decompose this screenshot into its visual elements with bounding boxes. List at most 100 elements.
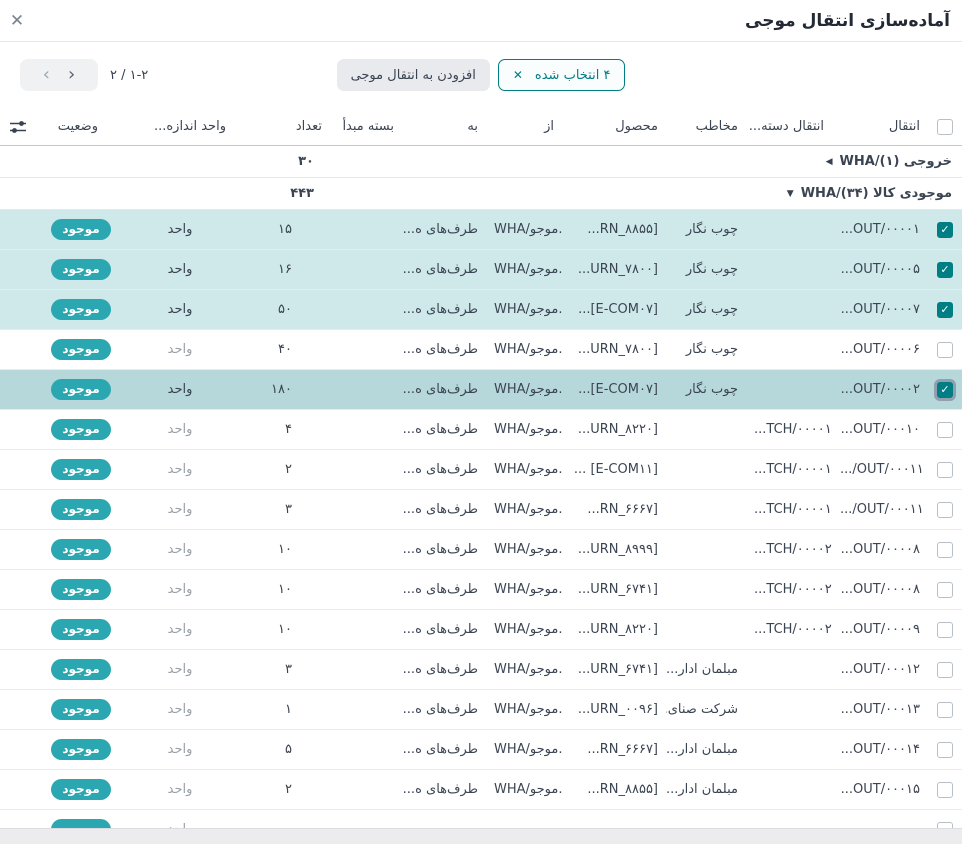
cell-product: ...RN_۸۸۵۵] bbox=[587, 781, 658, 797]
table-row[interactable]: ...OUT/۰۰۰۰۶ چوب نگار ...URN_۷۸۰۰] WHA/م… bbox=[0, 330, 962, 370]
cell-from-location: WHA/موجو... bbox=[494, 701, 562, 717]
row-checkbox[interactable] bbox=[937, 341, 953, 358]
column-header-transfer[interactable]: انتقال bbox=[888, 118, 920, 134]
pager: ‹ › ۲ / ۱-۲ bbox=[20, 59, 148, 91]
cell-from-location: WHA/موجو... bbox=[494, 421, 562, 437]
row-checkbox[interactable]: ✓ bbox=[937, 221, 953, 238]
column-header-status[interactable]: وضعیت bbox=[57, 118, 98, 134]
column-header-package[interactable]: بسته مبدأ bbox=[342, 118, 394, 134]
cell-status: موجود bbox=[36, 290, 126, 329]
cell-quantity: ۱۸۰ bbox=[271, 381, 292, 397]
row-select-cell bbox=[928, 770, 962, 809]
row-select-cell bbox=[928, 810, 962, 828]
group-label: WHA/موجودی کالا (۳۴) ▼ bbox=[330, 186, 962, 201]
table-row[interactable]: ...OUT/۰۰۰۱۵ مبلمان ادار... ...RN_۸۸۵۵] … bbox=[0, 770, 962, 810]
cell-transfer: .../OUT/۰۰۰۱۱ bbox=[840, 501, 924, 517]
row-checkbox[interactable] bbox=[937, 621, 953, 638]
table-row[interactable]: .../OUT/۰۰۰۱۱ ...TCH/۰۰۰۰۱ ... [E-COM۱۱]… bbox=[0, 450, 962, 490]
row-checkbox[interactable]: ✓ bbox=[937, 381, 953, 398]
cell-batch-transfer: ...TCH/۰۰۰۰۱ bbox=[754, 501, 832, 517]
row-checkbox[interactable] bbox=[937, 821, 953, 828]
cell-contact: چوب نگار bbox=[685, 261, 738, 277]
cell-status: موجود bbox=[36, 650, 126, 689]
row-checkbox[interactable] bbox=[937, 741, 953, 758]
table-row[interactable]: ...OUT/۰۰۰۰۸ ...TCH/۰۰۰۰۲ ...URN_۶۷۴۱] W… bbox=[0, 570, 962, 610]
group-caret-icon[interactable]: ▼ bbox=[786, 188, 794, 199]
group-row[interactable]: WHA/موجودی کالا (۳۴) ▼ ۴۴۳ bbox=[0, 178, 962, 210]
cell-to-location: طرف‌های ه... bbox=[402, 581, 478, 597]
cell-product: ...URN_۸۲۲۰] bbox=[577, 621, 658, 637]
cell-transfer: ...OUT/۰۰۰۰۹ bbox=[840, 621, 920, 637]
table-row[interactable]: ✓ ...OUT/۰۰۰۰۵ چوب نگار ...URN_۷۸۰۰] WHA… bbox=[0, 250, 962, 290]
row-checkbox[interactable]: ✓ bbox=[937, 261, 953, 278]
clear-selection-icon[interactable]: ✕ bbox=[512, 68, 523, 82]
cell-status: موجود bbox=[36, 570, 126, 609]
table-body: WHA/خروجی (۱) ◀ ۳۰ WHA/موجودی کالا (۳۴) … bbox=[0, 146, 962, 828]
select-all-checkbox[interactable] bbox=[928, 118, 962, 135]
column-header-to[interactable]: به bbox=[467, 118, 478, 134]
cell-product: ...[E-COM۰۷] bbox=[578, 381, 658, 397]
cell-quantity: ۱۰ bbox=[278, 581, 292, 597]
row-select-cell bbox=[928, 530, 962, 569]
cell-quantity: ۴ bbox=[285, 421, 292, 437]
adjust-columns-icon[interactable] bbox=[0, 118, 36, 136]
group-caret-icon[interactable]: ◀ bbox=[825, 156, 833, 167]
pager-box: ‹ › bbox=[20, 59, 98, 91]
pager-range: ۲ / ۱-۲ bbox=[110, 67, 149, 83]
table-row[interactable]: ✓ ...OUT/۰۰۰۰۷ چوب نگار ...[E-COM۰۷] WHA… bbox=[0, 290, 962, 330]
close-icon[interactable]: ✕ bbox=[4, 8, 30, 34]
cell-unit-of-measure: واحد bbox=[167, 221, 193, 237]
row-checkbox[interactable] bbox=[937, 701, 953, 718]
cell-contact: چوب نگار bbox=[685, 341, 738, 357]
cell-status: موجود bbox=[36, 450, 126, 489]
cell-status: موجود bbox=[36, 530, 126, 569]
cell-from-location: WHA/موجو... bbox=[494, 741, 562, 757]
row-checkbox[interactable] bbox=[937, 581, 953, 598]
cell-from-location: WHA/موجو... bbox=[494, 381, 562, 397]
table-row[interactable]: ...OUT/۰۰۰۱۳ شرکت صنای... ...URN_۰۰۹۶] W… bbox=[0, 690, 962, 730]
table-row[interactable]: ✓ ...OUT/۰۰۰۰۱ چوب نگار ...RN_۸۸۵۵] WHA/… bbox=[0, 210, 962, 250]
row-select-cell bbox=[928, 690, 962, 729]
table-row[interactable]: ...OUT/۰۰۰۱۴ مبلمان ادار... ...RN_۶۶۶۷] … bbox=[0, 730, 962, 770]
cell-quantity: ۵ bbox=[285, 741, 292, 757]
table-row[interactable]: .../OUT/۰۰۰۱۱ ...TCH/۰۰۰۰۱ ...RN_۶۶۶۷] W… bbox=[0, 490, 962, 530]
table-row[interactable]: ...OUT/۰۰۰۰۸ ...TCH/۰۰۰۰۲ ...URN_۸۹۹۹] W… bbox=[0, 530, 962, 570]
table-row[interactable]: ...OUT/۰۰۰۱۲ مبلمان ادار... ...URN_۶۷۴۱]… bbox=[0, 650, 962, 690]
row-checkbox[interactable] bbox=[937, 541, 953, 558]
column-header-product[interactable]: محصول bbox=[615, 118, 658, 134]
table-row[interactable]: ...OUT/۰۰۰۰۹ ...TCH/۰۰۰۰۲ ...URN_۸۲۲۰] W… bbox=[0, 610, 962, 650]
row-checkbox[interactable] bbox=[937, 421, 953, 438]
cell-from-location: WHA/موجو... bbox=[494, 301, 562, 317]
cell-transfer: ...OUT/۰۰۰۰۷ bbox=[840, 301, 920, 317]
table-row[interactable]: واحد موجود bbox=[0, 810, 962, 828]
header-checkbox[interactable] bbox=[937, 118, 953, 135]
cell-from-location: WHA/موجو... bbox=[494, 581, 562, 597]
row-checkbox[interactable] bbox=[937, 501, 953, 518]
column-header-uom[interactable]: واحد اندازه... bbox=[153, 118, 226, 134]
cell-to-location: طرف‌های ه... bbox=[402, 741, 478, 757]
cell-to-location: طرف‌های ه... bbox=[402, 261, 478, 277]
cell-quantity: ۱۶ bbox=[278, 261, 292, 277]
column-header-qty[interactable]: تعداد bbox=[295, 118, 322, 134]
row-checkbox[interactable]: ✓ bbox=[937, 301, 953, 318]
group-label: WHA/خروجی (۱) ◀ bbox=[330, 154, 962, 169]
pager-next-button[interactable]: › bbox=[68, 64, 76, 85]
cell-transfer: ...OUT/۰۰۰۰۸ bbox=[840, 581, 920, 597]
column-header-batch[interactable]: انتقال دسته... bbox=[748, 118, 824, 134]
row-checkbox[interactable] bbox=[937, 461, 953, 478]
column-header-from[interactable]: از bbox=[544, 118, 554, 134]
row-checkbox[interactable] bbox=[937, 661, 953, 678]
cell-from-location: WHA/موجو... bbox=[494, 621, 562, 637]
cell-transfer: ...OUT/۰۰۰۱۴ bbox=[840, 741, 920, 757]
group-row[interactable]: WHA/خروجی (۱) ◀ ۳۰ bbox=[0, 146, 962, 178]
row-checkbox[interactable] bbox=[937, 781, 953, 798]
add-to-wave-button[interactable]: افزودن به انتقال موجی bbox=[336, 59, 490, 91]
column-header-contact[interactable]: مخاطب bbox=[695, 118, 738, 134]
cell-contact: مبلمان ادار... bbox=[666, 661, 738, 677]
cell-status: موجود bbox=[36, 770, 126, 809]
selected-count-button[interactable]: ۴ انتخاب شده ✕ bbox=[497, 59, 626, 91]
pager-prev-button[interactable]: ‹ bbox=[42, 64, 50, 85]
cell-status: موجود bbox=[36, 330, 126, 369]
table-row[interactable]: ...OUT/۰۰۰۱۰ ...TCH/۰۰۰۰۱ ...URN_۸۲۲۰] W… bbox=[0, 410, 962, 450]
table-row[interactable]: ✓ ...OUT/۰۰۰۰۲ چوب نگار ...[E-COM۰۷] WHA… bbox=[0, 370, 962, 410]
